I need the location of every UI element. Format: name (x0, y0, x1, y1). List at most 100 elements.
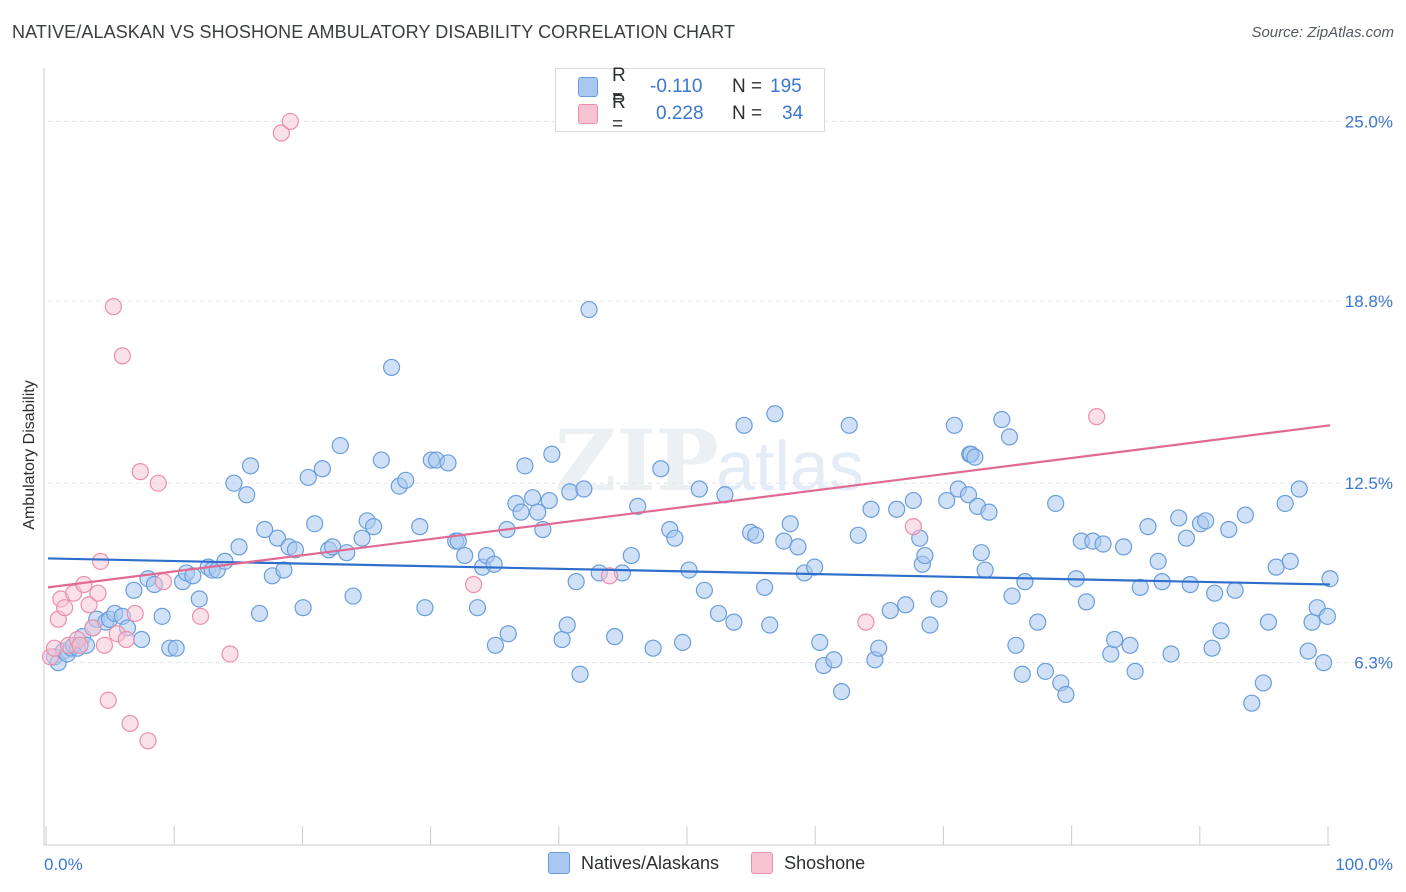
natives-point (1170, 509, 1188, 527)
natives-point (888, 500, 906, 518)
natives-point (881, 601, 899, 620)
natives-point (338, 544, 356, 562)
shoshone-point (80, 596, 98, 614)
natives-point (606, 628, 624, 646)
shoshone-point (131, 463, 149, 481)
legend-r-value: 0.228 (656, 103, 704, 124)
natives-point (781, 515, 799, 533)
natives-point (540, 491, 558, 510)
x-tick-label: 0.0% (44, 855, 83, 874)
natives-point (735, 416, 753, 434)
natives-point (353, 529, 371, 547)
natives-point (268, 529, 287, 547)
natives-point (529, 503, 547, 521)
shoshone-point (465, 575, 483, 594)
legend-r-label: R = (612, 65, 626, 108)
natives-point (238, 486, 256, 504)
natives-point (1114, 538, 1133, 556)
series-legend: Natives/Alaskans Shoshone (548, 852, 897, 874)
natives-point (993, 410, 1011, 429)
natives-point (1299, 642, 1317, 660)
natives-point (313, 460, 331, 478)
shoshone-point (154, 573, 172, 591)
natives-point (1121, 636, 1139, 654)
natives-point (132, 630, 151, 649)
natives-point (250, 604, 269, 623)
legend-n-value: 34 (782, 103, 804, 124)
shoshone-point (84, 619, 102, 637)
natives-point (1094, 535, 1112, 553)
natives-point (972, 544, 990, 562)
natives-point (789, 538, 807, 556)
natives-point (1181, 575, 1199, 594)
legend-r-label: R = (612, 92, 626, 135)
legend-item-natives[interactable]: Natives/Alaskans (548, 852, 719, 874)
natives-point (1259, 613, 1278, 631)
y-tick-label: 25.0% (1345, 112, 1393, 131)
natives-point (523, 489, 542, 507)
natives-point (1254, 674, 1272, 692)
shoshone-point (71, 636, 89, 654)
natives-point (644, 639, 662, 657)
x-tick-label: 100.0% (1335, 855, 1393, 874)
natives-point (1106, 630, 1124, 649)
natives-point (225, 474, 243, 492)
natives-point (372, 451, 390, 469)
natives-point (1149, 552, 1167, 570)
natives-point (825, 651, 843, 669)
legend-label-shoshone: Shoshone (784, 852, 866, 873)
natives-point (411, 518, 429, 536)
source-label: Source: ZipAtlas.com (1251, 24, 1394, 41)
natives-point (275, 561, 293, 579)
natives-point (567, 573, 585, 591)
natives-point (512, 503, 530, 521)
shoshone-point (91, 552, 110, 570)
shoshone-point (99, 691, 117, 709)
legend-swatch-natives (548, 852, 570, 874)
natives-point (921, 616, 939, 634)
legend-row-shoshone: R = 0.228 N = 34 (578, 92, 804, 135)
natives-point (1162, 645, 1180, 663)
natives-point (294, 599, 312, 617)
natives-point (1281, 552, 1299, 570)
natives-point (543, 445, 561, 463)
legend-item-shoshone[interactable]: Shoshone (751, 852, 865, 874)
natives-point (930, 590, 948, 608)
natives-point (976, 561, 994, 579)
natives-point (1303, 613, 1321, 631)
legend-n-label: N = (732, 76, 763, 97)
natives-point (153, 607, 171, 625)
shoshone-point (121, 714, 139, 733)
shoshone-trend-line (47, 424, 1331, 589)
natives-point (1000, 428, 1019, 446)
natives-point (331, 436, 349, 455)
legend-label-natives: Natives/Alaskans (581, 852, 720, 873)
natives-point (840, 416, 858, 434)
legend-r-value: -0.110 (650, 76, 703, 97)
natives-point (1203, 639, 1221, 657)
natives-point (1314, 654, 1333, 672)
shoshone-point (1088, 408, 1106, 426)
natives-point (468, 599, 487, 617)
natives-point (916, 546, 934, 565)
correlation-legend: R = -0.110 N = 195 R = 0.228 N = 34 (555, 65, 825, 135)
shoshone-point (45, 639, 64, 657)
natives-point (575, 480, 593, 498)
natives-point (184, 567, 202, 585)
shoshone-point (104, 298, 122, 316)
natives-point (1212, 622, 1230, 640)
natives-point (561, 483, 579, 501)
natives-point (553, 630, 571, 649)
watermark-atlas: atlas (716, 427, 864, 505)
shoshone-point (56, 599, 74, 617)
legend-row-natives: R = -0.110 N = 195 (578, 65, 802, 108)
y-tick-label: 12.5% (1345, 474, 1393, 493)
natives-point (725, 613, 743, 631)
natives-point (1206, 584, 1224, 602)
natives-point (673, 633, 692, 651)
natives-point (1077, 593, 1096, 611)
natives-point (365, 518, 383, 536)
natives-point (1276, 494, 1294, 513)
natives-point (286, 541, 305, 559)
shoshone-point (117, 630, 135, 649)
